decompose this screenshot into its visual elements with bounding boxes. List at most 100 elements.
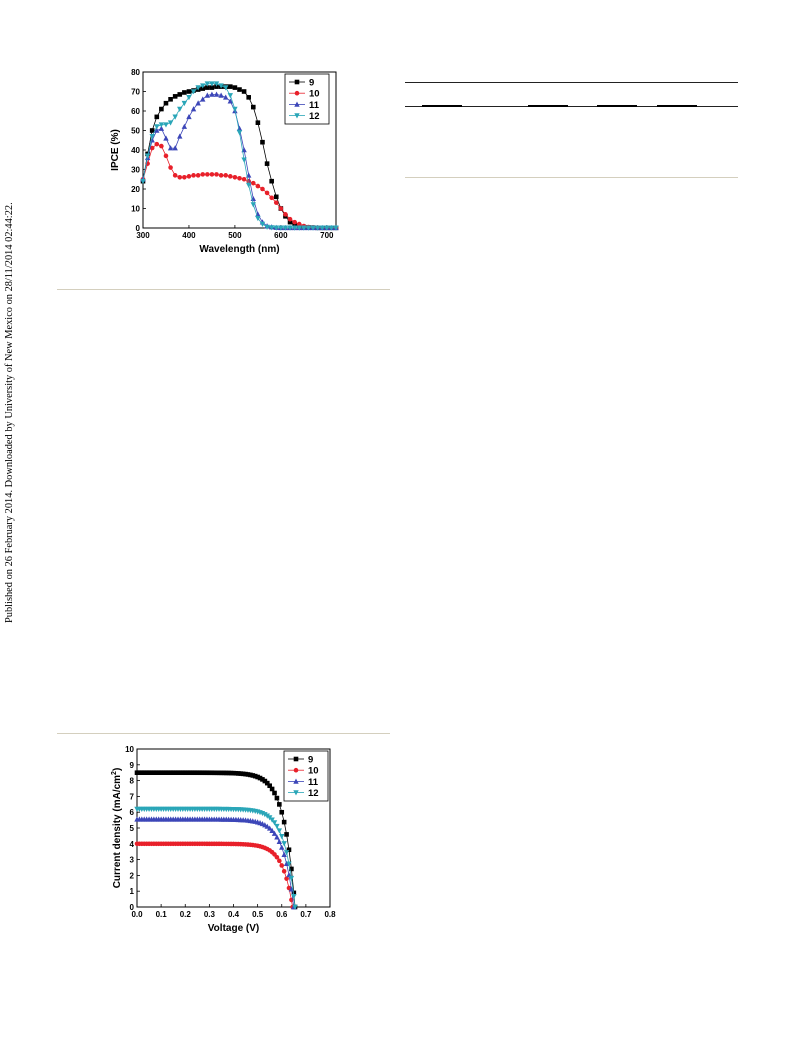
legend-label-9: 9	[309, 78, 314, 89]
data-point-9	[246, 95, 251, 100]
data-point-9	[202, 770, 207, 776]
data-point-9	[156, 770, 162, 776]
data-point-11	[218, 92, 224, 98]
data-point-12	[264, 813, 270, 819]
data-point-12	[292, 904, 298, 910]
data-point-9	[144, 770, 149, 776]
data-point-12	[333, 225, 339, 231]
data-point-9	[250, 773, 256, 778]
data-point-10	[277, 858, 282, 864]
x-tick-label: 0.2	[180, 910, 192, 919]
y-tick-label: 2	[130, 871, 135, 880]
data-point-9	[182, 90, 187, 95]
legend-label-12: 12	[309, 111, 320, 122]
data-point-9	[252, 773, 258, 779]
figure-divider-2	[57, 733, 390, 734]
legend-box	[284, 73, 330, 125]
data-point-11	[154, 127, 160, 133]
data-point-10	[287, 216, 293, 222]
data-point-10	[228, 174, 233, 179]
data-point-12	[209, 81, 215, 87]
legend-label-9: 9	[308, 755, 313, 766]
data-point-9	[146, 770, 152, 776]
data-point-12	[310, 225, 316, 231]
table-rule-top	[405, 82, 738, 83]
data-point-9	[273, 194, 279, 200]
data-point-9	[228, 84, 233, 89]
x-tick-label: 700	[320, 231, 334, 240]
data-point-9	[137, 770, 142, 775]
data-point-9	[233, 770, 239, 776]
data-point-12	[324, 225, 330, 231]
x-tick-label: 300	[136, 231, 150, 240]
data-point-9	[260, 139, 265, 145]
data-point-9	[190, 770, 195, 776]
data-point-9	[211, 770, 217, 776]
data-point-9	[209, 770, 215, 776]
y-tick-label: 5	[130, 824, 135, 833]
data-point-9	[204, 770, 210, 776]
data-point-12	[276, 828, 283, 834]
y-tick-label: 9	[130, 761, 135, 770]
data-point-11	[279, 844, 285, 850]
y-axis-title: Current density (mA/cm2)	[111, 768, 123, 889]
data-point-10	[283, 212, 288, 217]
x-tick-label: 0.5	[252, 910, 264, 919]
data-point-12	[282, 225, 289, 231]
data-point-10	[159, 143, 164, 149]
y-tick-label: 8	[130, 777, 135, 786]
legend-box	[283, 750, 329, 802]
y-tick-label: 80	[131, 68, 140, 77]
data-point-10	[209, 172, 215, 177]
data-point-9	[274, 795, 280, 801]
data-point-9	[264, 161, 270, 166]
data-point-10	[292, 219, 297, 225]
y-tick-label: 7	[130, 792, 135, 801]
data-point-9	[151, 770, 157, 776]
data-point-10	[269, 195, 274, 201]
data-point-12	[319, 225, 325, 231]
data-point-10	[214, 172, 219, 177]
data-point-10	[149, 145, 155, 151]
figure-divider-1	[57, 289, 390, 290]
data-point-10	[281, 868, 287, 874]
data-point-9	[214, 84, 219, 89]
series-line-10	[142, 143, 336, 229]
data-point-9	[269, 178, 274, 184]
data-point-9	[264, 780, 270, 786]
data-point-9	[163, 100, 169, 106]
series-line-9	[137, 772, 296, 908]
data-point-11	[209, 91, 215, 97]
ipce-chart: 300 400 500 600 700 0 10 20 30 40 50 60 70 80 Waveleng…	[110, 68, 339, 255]
data-point-12	[241, 157, 247, 163]
data-point-12	[154, 124, 160, 130]
data-point-12	[223, 85, 229, 91]
data-point-9	[284, 832, 289, 837]
y-tick-label: 30	[131, 166, 140, 175]
data-point-11	[172, 145, 178, 151]
table-column-line-1	[422, 105, 462, 107]
table-rule-header	[405, 106, 738, 107]
data-point-11	[227, 98, 234, 104]
data-point-12	[236, 130, 243, 136]
data-point-10	[273, 200, 279, 205]
data-point-12	[181, 100, 188, 107]
data-point-12	[250, 202, 256, 208]
legend-label-10: 10	[308, 766, 319, 777]
data-point-9	[161, 770, 166, 776]
data-point-9	[248, 772, 253, 778]
data-point-10	[274, 854, 280, 860]
x-tick-label: 0.7	[300, 910, 312, 919]
data-point-11	[281, 851, 287, 857]
data-point-9	[173, 770, 178, 776]
y-tick-label: 1	[130, 887, 135, 896]
data-point-9	[226, 770, 231, 776]
data-point-10	[200, 172, 206, 177]
legend-marker-12	[294, 113, 300, 119]
y-tick-label: 4	[130, 840, 135, 849]
legend-label-10: 10	[309, 89, 320, 100]
data-point-9	[231, 770, 236, 776]
y-tick-label: 0	[136, 224, 141, 233]
data-point-12	[288, 875, 295, 882]
data-point-9	[250, 104, 256, 110]
